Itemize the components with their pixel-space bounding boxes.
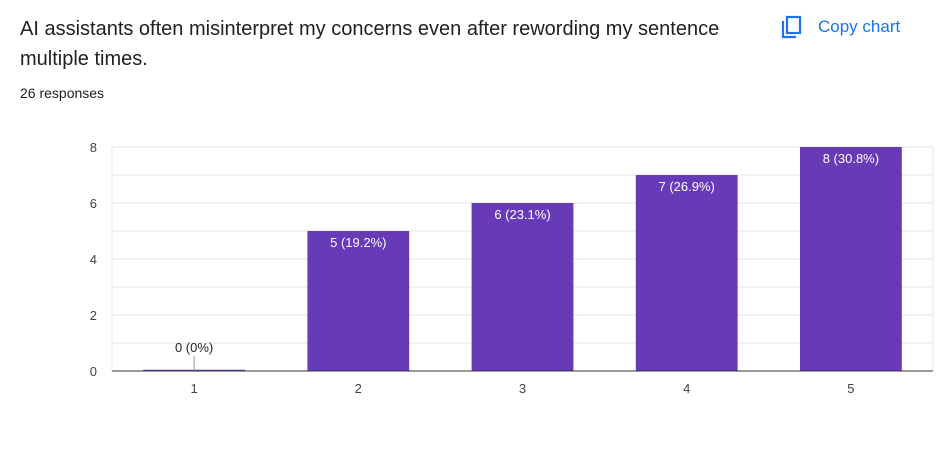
bar — [635, 175, 738, 371]
copy-chart-button[interactable]: Copy chart — [780, 10, 900, 44]
x-tick-label: 5 — [847, 381, 854, 396]
copy-chart-label: Copy chart — [818, 17, 901, 36]
question-title: AI assistants often misinterpret my conc… — [20, 18, 720, 70]
y-tick-label: 4 — [90, 252, 97, 267]
x-tick-label: 3 — [519, 381, 526, 396]
data-label: 7 (26.9%) — [659, 179, 715, 194]
bar — [307, 231, 410, 371]
y-tick-label: 2 — [90, 308, 97, 323]
bar — [799, 147, 902, 371]
y-tick-label: 0 — [90, 364, 97, 379]
data-label: 5 (19.2%) — [330, 235, 386, 250]
x-tick-label: 2 — [355, 381, 362, 396]
data-label: 0 (0%) — [175, 340, 213, 355]
data-label: 6 (23.1%) — [494, 207, 550, 222]
y-tick-label: 8 — [90, 140, 97, 155]
x-tick-label: 4 — [683, 381, 690, 396]
response-count: 26 responses — [20, 85, 105, 101]
data-label: 8 (30.8%) — [823, 151, 879, 166]
bar — [471, 203, 574, 371]
x-tick-label: 1 — [190, 381, 197, 396]
copy-icon — [780, 15, 804, 39]
y-tick-label: 6 — [90, 196, 97, 211]
